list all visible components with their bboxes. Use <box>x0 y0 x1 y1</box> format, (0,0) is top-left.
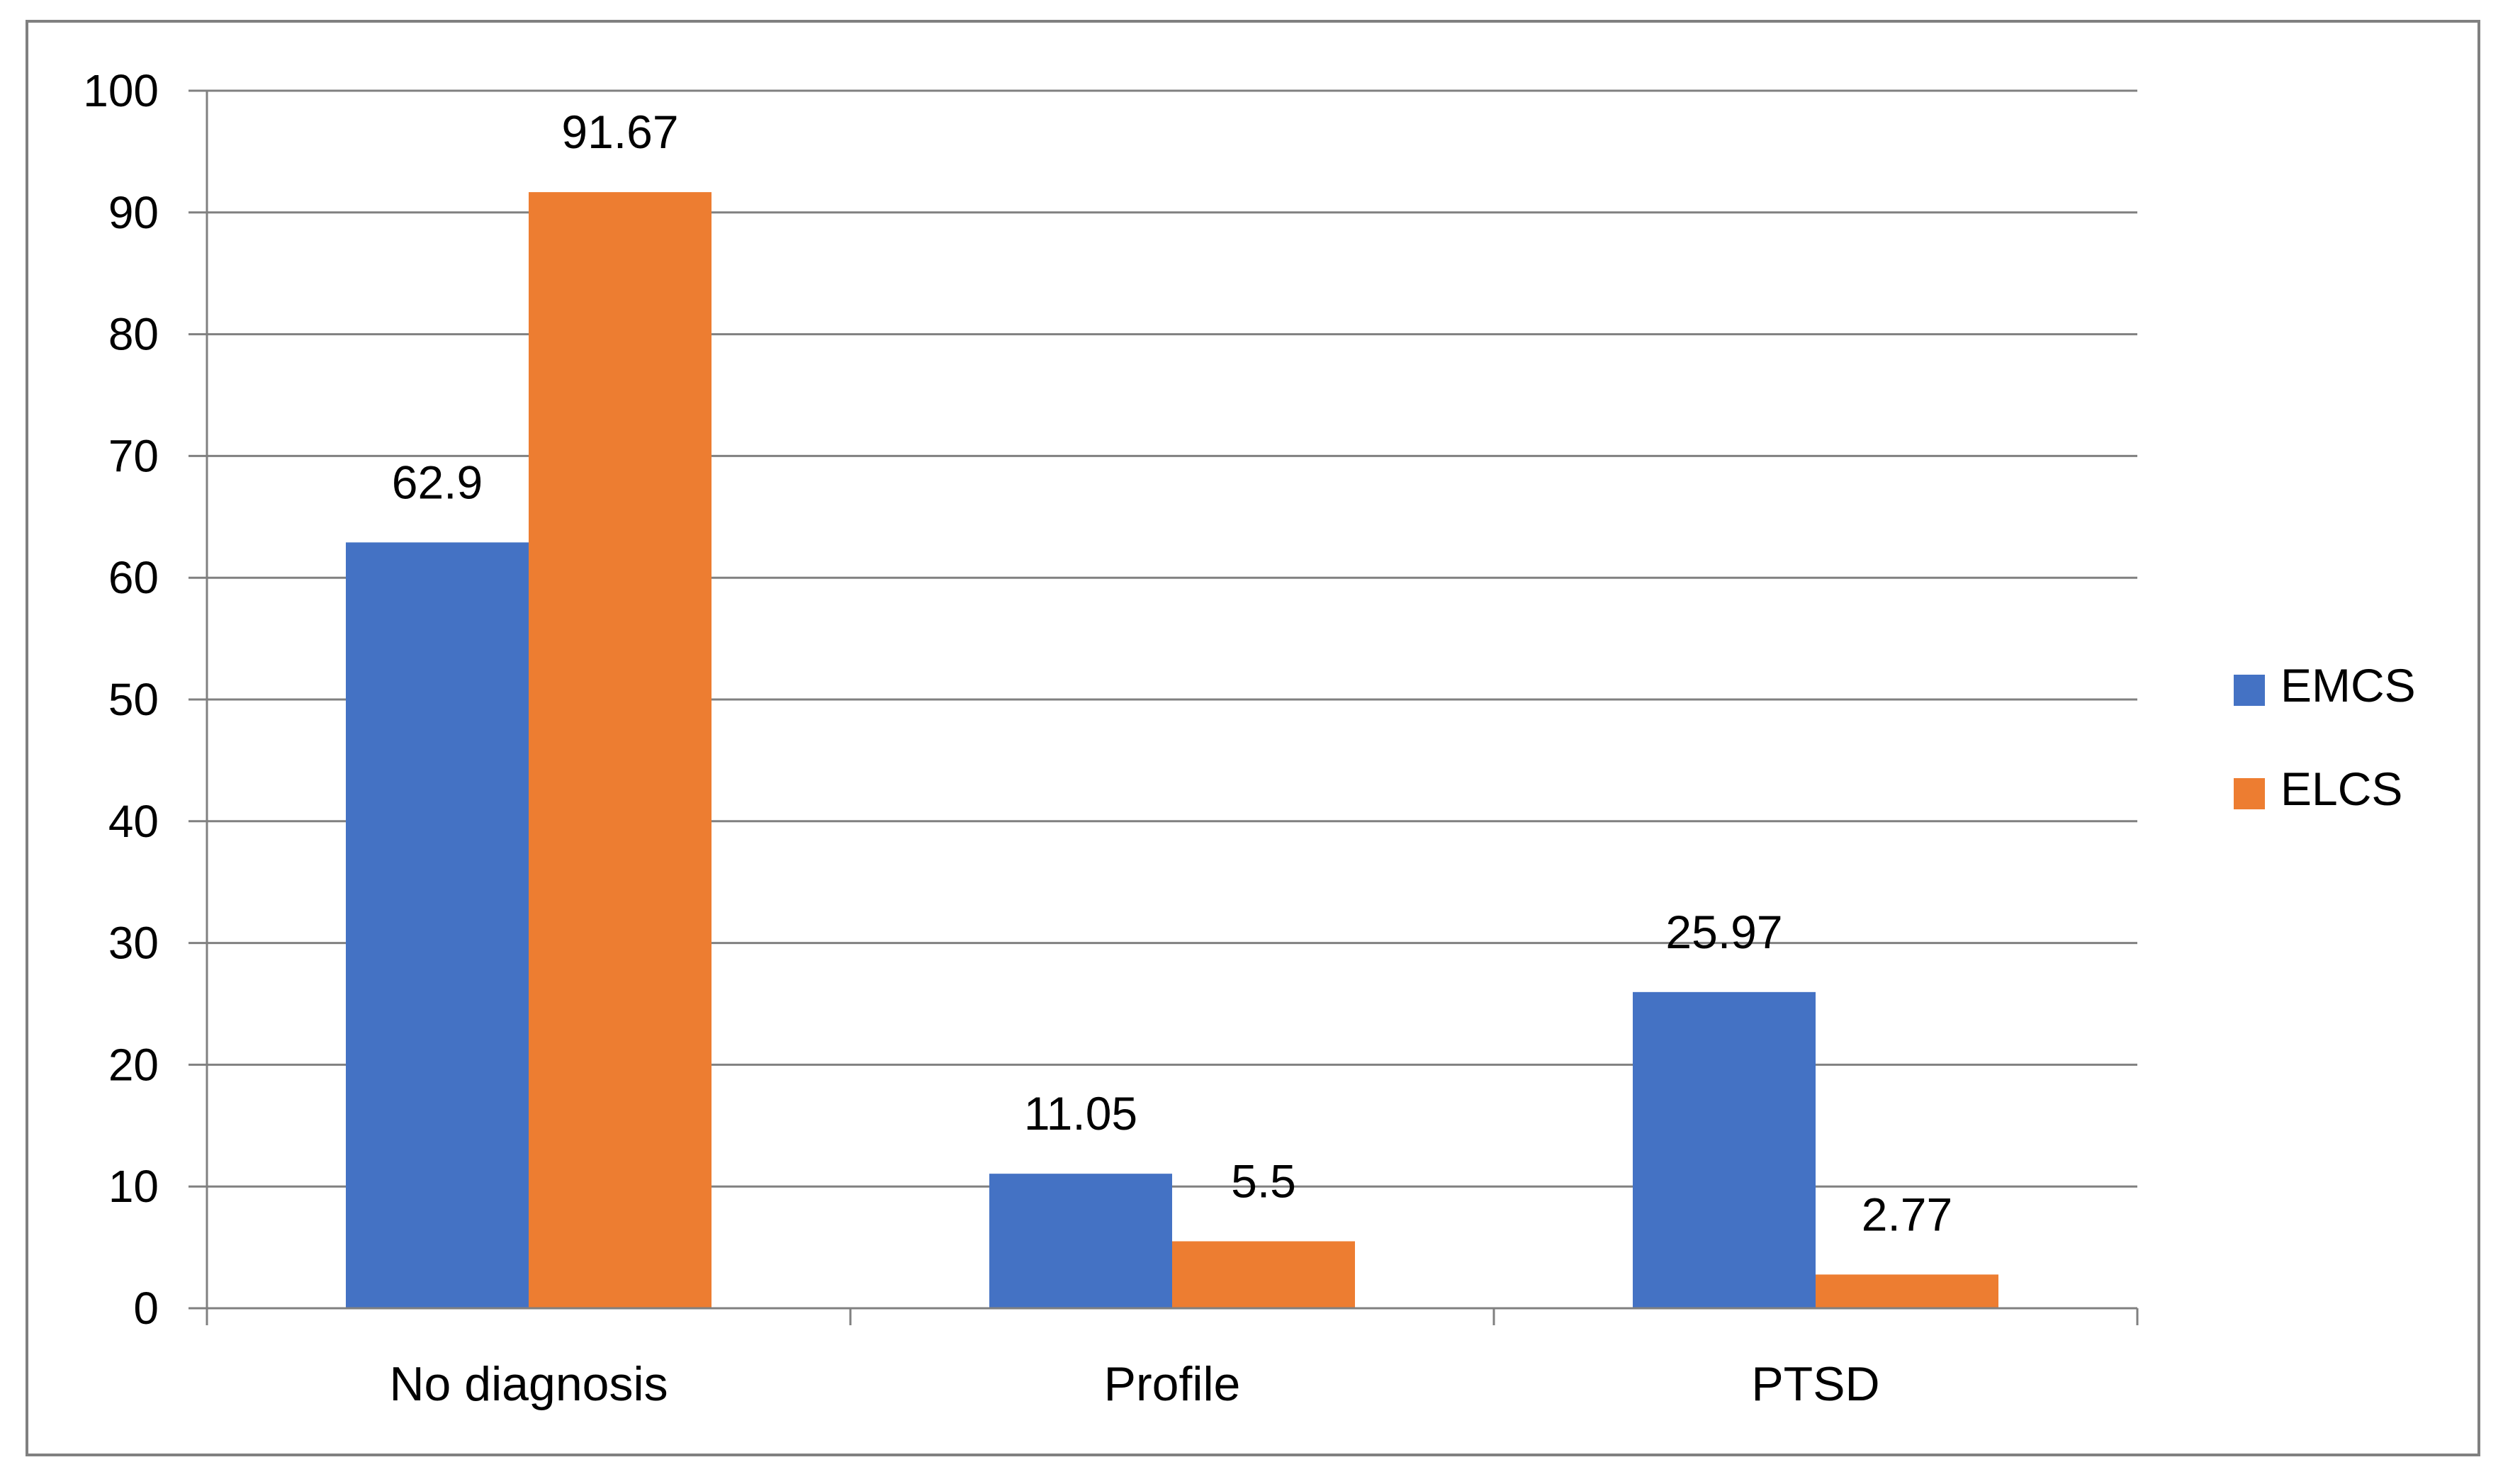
y-tick-label-50: 50 <box>108 674 159 725</box>
y-tick-label-20: 20 <box>108 1039 159 1090</box>
axes <box>206 91 2137 1310</box>
data-label-emcs-1: 11.05 <box>1024 1087 1137 1140</box>
bar-elcs-1 <box>1172 1241 1355 1308</box>
data-label-elcs-0: 91.67 <box>561 106 678 158</box>
y-tick-label-0: 0 <box>133 1283 159 1334</box>
y-tick-label-80: 80 <box>108 309 159 360</box>
legend: EMCS ELCS <box>2234 659 2416 815</box>
bar-emcs-2 <box>1633 991 1816 1308</box>
bars <box>346 192 1998 1309</box>
y-tick-label-70: 70 <box>108 430 159 481</box>
bar-emcs-1 <box>989 1174 1172 1308</box>
bar-emcs-0 <box>346 542 529 1309</box>
legend-label-emcs: EMCS <box>2280 659 2416 712</box>
data-label-elcs-1: 5.5 <box>1231 1155 1296 1208</box>
y-tick-label-10: 10 <box>108 1161 159 1212</box>
legend-swatch-elcs <box>2234 778 2265 809</box>
bar-elcs-0 <box>529 192 711 1309</box>
x-tick-label-1: Profile <box>1104 1357 1241 1411</box>
y-tick-label-60: 60 <box>108 552 159 603</box>
y-tick-label-90: 90 <box>108 187 159 238</box>
x-axis-ticks: No diagnosis Profile PTSD <box>206 1308 2139 1411</box>
bar-elcs-2 <box>1816 1274 1998 1308</box>
y-tick-label-40: 40 <box>108 796 159 847</box>
legend-label-elcs: ELCS <box>2280 763 2402 815</box>
y-tick-label-30: 30 <box>108 918 159 969</box>
data-label-emcs-0: 62.9 <box>392 456 483 508</box>
legend-swatch-emcs <box>2234 675 2265 706</box>
x-tick-label-2: PTSD <box>1751 1357 1879 1411</box>
y-tick-label-100: 100 <box>83 65 159 116</box>
data-label-emcs-2: 25.97 <box>1665 906 1782 958</box>
data-label-elcs-2: 2.77 <box>1862 1188 1952 1240</box>
x-tick-label-0: No diagnosis <box>389 1357 668 1411</box>
data-labels: 62.9 91.67 11.05 5.5 25.97 2.77 <box>392 106 1952 1240</box>
y-axis-ticks: 0 10 20 30 40 50 60 70 80 90 100 <box>83 65 207 1334</box>
